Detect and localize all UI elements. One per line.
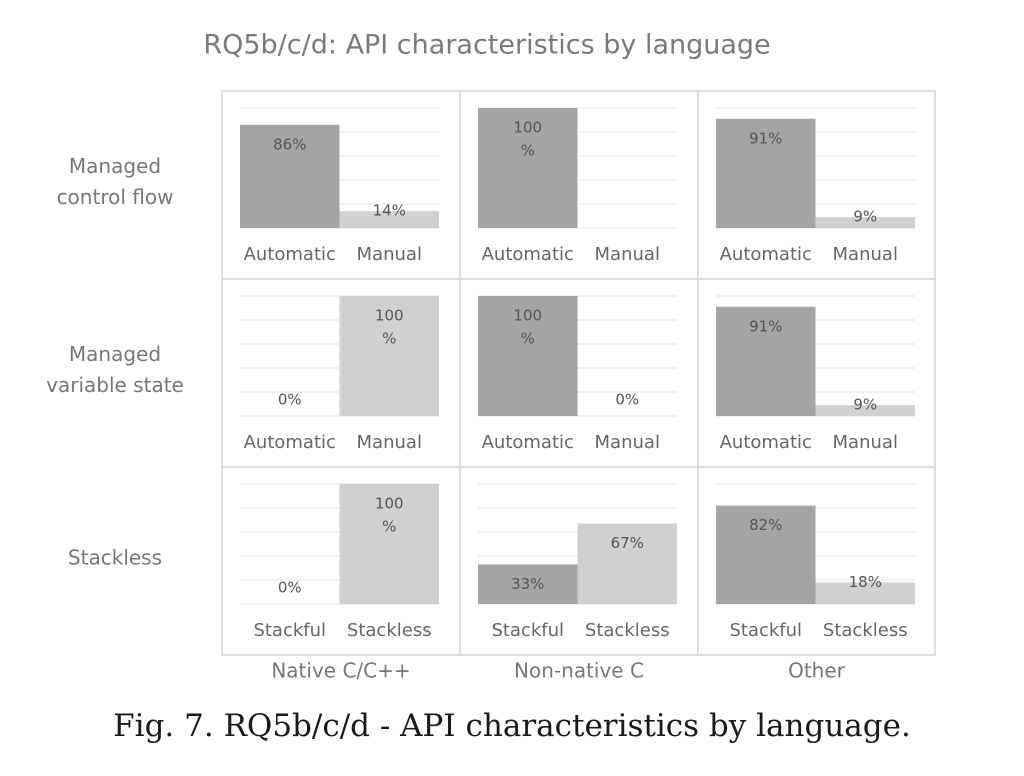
data-label: 82% (749, 516, 782, 534)
row-label: Stackless (68, 546, 162, 570)
data-label: % (382, 518, 396, 536)
row-label: Managed (69, 154, 161, 178)
category-label: Stackless (347, 620, 432, 641)
data-label: 100 (513, 119, 542, 137)
category-label: Manual (595, 244, 660, 265)
category-label: Automatic (244, 244, 336, 265)
row-label: variable state (46, 373, 184, 397)
bar (478, 108, 578, 228)
data-label: 100 (513, 307, 542, 325)
bar (716, 505, 816, 604)
grid-border (221, 90, 936, 656)
category-label: Manual (833, 244, 898, 265)
category-label: Manual (357, 432, 422, 453)
data-label: 67% (611, 534, 644, 552)
column-label: Other (788, 659, 846, 683)
category-label: Automatic (244, 432, 336, 453)
bar (339, 211, 439, 228)
data-label: 14% (373, 202, 406, 220)
category-label: Automatic (720, 432, 812, 453)
data-label: 9% (853, 208, 877, 226)
data-label: 100 (375, 495, 404, 513)
bar (339, 296, 439, 416)
data-label: 86% (273, 135, 306, 153)
data-label: 0% (278, 579, 302, 597)
bar (240, 124, 340, 228)
data-label: 0% (615, 391, 639, 409)
data-label: 91% (749, 317, 782, 335)
category-label: Manual (357, 244, 422, 265)
data-label: 33% (511, 575, 544, 593)
category-label: Automatic (482, 432, 574, 453)
bar (478, 564, 578, 604)
category-label: Automatic (720, 244, 812, 265)
data-label: 9% (853, 396, 877, 414)
bar (716, 306, 816, 416)
category-label: Stackless (585, 620, 670, 641)
bar (815, 217, 915, 228)
column-label: Native C/C++ (271, 659, 410, 683)
data-label: 18% (849, 573, 882, 591)
data-label: % (521, 330, 535, 348)
data-label: 91% (749, 129, 782, 147)
category-label: Stackful (253, 620, 326, 641)
category-label: Manual (595, 432, 660, 453)
data-label: % (521, 142, 535, 160)
row-label: control flow (57, 185, 174, 209)
bar (815, 405, 915, 416)
chart-title: RQ5b/c/d: API characteristics by languag… (203, 30, 770, 61)
column-label: Non-native C (514, 659, 644, 683)
data-label: % (382, 330, 396, 348)
bar (577, 523, 677, 604)
category-label: Manual (833, 432, 898, 453)
category-label: Automatic (482, 244, 574, 265)
row-label: Managed (69, 342, 161, 366)
bar (815, 582, 915, 604)
data-label: 0% (278, 391, 302, 409)
bar (716, 118, 816, 228)
category-label: Stackful (729, 620, 802, 641)
bar (339, 484, 439, 604)
data-label: 100 (375, 307, 404, 325)
bar (478, 296, 578, 416)
category-label: Stackful (491, 620, 564, 641)
figure-caption: Fig. 7. RQ5b/c/d - API characteristics b… (113, 708, 911, 744)
category-label: Stackless (823, 620, 908, 641)
